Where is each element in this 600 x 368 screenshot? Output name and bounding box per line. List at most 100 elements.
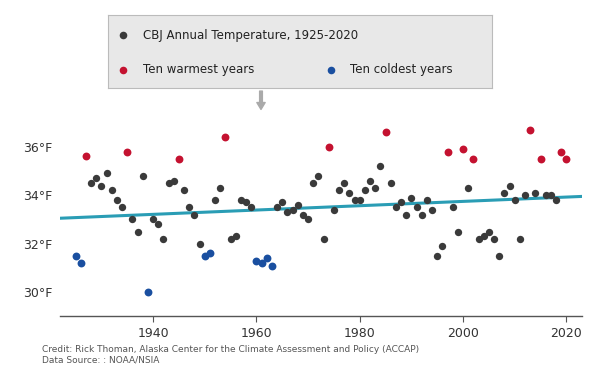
Point — [474, 236, 484, 242]
Point — [433, 253, 442, 259]
Point — [355, 197, 365, 203]
Point — [541, 192, 551, 198]
Point — [448, 204, 458, 210]
Point — [484, 229, 494, 234]
Text: Credit: Rick Thoman, Alaska Center for the Climate Assessment and Policy (ACCAP): Credit: Rick Thoman, Alaska Center for t… — [42, 345, 419, 364]
Point — [412, 204, 421, 210]
Text: Ten coldest years: Ten coldest years — [350, 63, 452, 77]
Point — [117, 204, 127, 210]
Point — [557, 149, 566, 155]
Point — [251, 258, 261, 263]
Point — [350, 197, 359, 203]
Point — [551, 197, 561, 203]
Point — [195, 241, 205, 247]
Point — [546, 192, 556, 198]
Point — [81, 153, 91, 159]
Point — [417, 212, 427, 217]
Point — [469, 156, 478, 162]
Point — [86, 180, 96, 186]
Point — [262, 255, 272, 261]
Point — [427, 207, 437, 213]
Point — [210, 197, 220, 203]
Point — [397, 199, 406, 205]
Point — [458, 146, 468, 152]
Point — [340, 180, 349, 186]
Point — [365, 178, 375, 184]
Point — [536, 156, 545, 162]
Point — [391, 204, 401, 210]
Point — [215, 185, 225, 191]
Point — [102, 170, 112, 176]
Point — [293, 202, 302, 208]
Point — [143, 289, 152, 295]
Point — [221, 134, 230, 140]
Point — [71, 253, 80, 259]
Point — [272, 204, 282, 210]
Point — [158, 236, 168, 242]
Point — [184, 204, 194, 210]
Point — [370, 185, 380, 191]
Text: Ten warmest years: Ten warmest years — [143, 63, 254, 77]
Point — [190, 212, 199, 217]
Point — [562, 156, 571, 162]
Point — [298, 212, 308, 217]
Point — [437, 243, 447, 249]
Point — [515, 236, 525, 242]
Point — [119, 32, 128, 38]
Point — [360, 187, 370, 193]
Point — [319, 236, 328, 242]
Point — [422, 197, 432, 203]
Point — [443, 149, 452, 155]
Point — [494, 253, 504, 259]
Point — [479, 234, 488, 240]
Point — [505, 183, 514, 188]
Point — [401, 212, 411, 217]
Point — [324, 144, 334, 150]
Point — [329, 207, 339, 213]
Point — [241, 199, 251, 205]
Point — [283, 209, 292, 215]
Point — [453, 229, 463, 234]
Point — [520, 192, 530, 198]
Point — [344, 190, 354, 196]
Point — [205, 251, 215, 256]
Point — [138, 173, 148, 179]
Point — [526, 127, 535, 133]
Point — [376, 163, 385, 169]
Point — [530, 190, 540, 196]
Point — [231, 234, 241, 240]
Point — [91, 175, 101, 181]
Point — [112, 197, 122, 203]
Point — [326, 67, 335, 73]
Point — [169, 178, 179, 184]
Point — [463, 185, 473, 191]
Point — [247, 204, 256, 210]
Point — [267, 263, 277, 269]
Point — [164, 180, 173, 186]
Point — [386, 180, 395, 186]
Point — [236, 197, 245, 203]
Point — [257, 260, 266, 266]
Point — [303, 216, 313, 222]
Point — [500, 190, 509, 196]
Point — [277, 199, 287, 205]
Point — [174, 156, 184, 162]
Point — [314, 173, 323, 179]
Point — [107, 187, 116, 193]
Point — [97, 183, 106, 188]
Point — [510, 197, 520, 203]
Point — [308, 180, 318, 186]
Point — [148, 216, 158, 222]
Point — [226, 236, 235, 242]
Point — [288, 207, 298, 213]
Point — [381, 129, 391, 135]
Point — [128, 216, 137, 222]
Point — [490, 236, 499, 242]
Point — [122, 149, 132, 155]
Point — [154, 222, 163, 227]
Point — [407, 195, 416, 201]
Point — [200, 253, 209, 259]
Text: CBJ Annual Temperature, 1925-2020: CBJ Annual Temperature, 1925-2020 — [143, 29, 358, 42]
Point — [133, 229, 142, 234]
Point — [334, 187, 344, 193]
